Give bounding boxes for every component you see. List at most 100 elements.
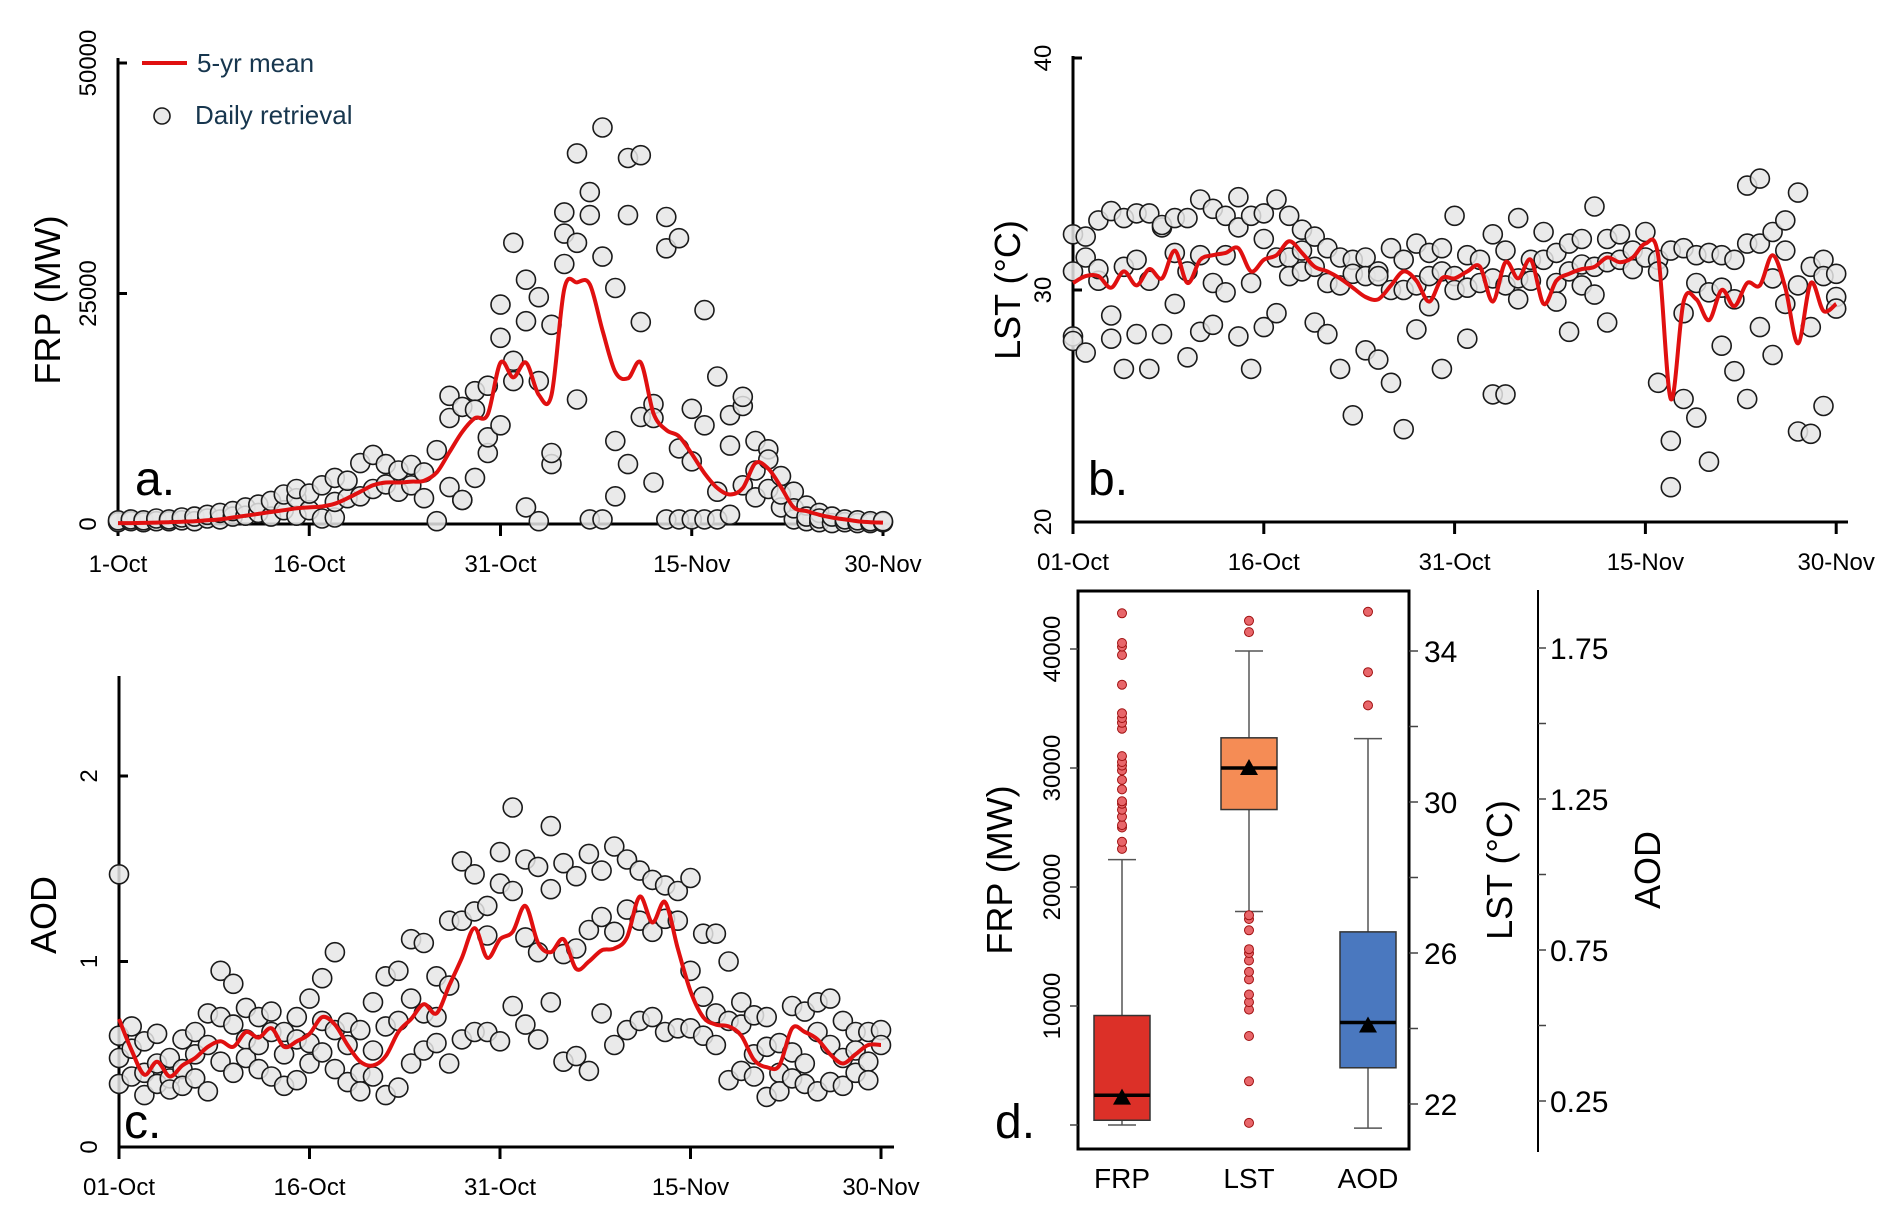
x-tick-label: 31-Oct (464, 551, 536, 578)
daily-retrieval-point (1075, 342, 1096, 363)
daily-retrieval-point (388, 1077, 409, 1098)
daily-retrieval-point (603, 1034, 625, 1056)
daily-retrieval-point (451, 850, 473, 872)
panel-a-mean-line (117, 276, 884, 526)
category-label: LST (1223, 1163, 1274, 1194)
y-tick-label: 30 (1030, 277, 1057, 304)
daily-retrieval-point (197, 1081, 219, 1102)
outlier-point (1117, 638, 1127, 648)
daily-retrieval-point (477, 426, 499, 448)
x-tick-label: 16-Oct (273, 551, 345, 578)
panel-a-points (107, 117, 894, 534)
daily-retrieval-point (413, 487, 435, 509)
frp-tick-label: 40000 (1039, 616, 1066, 683)
panel-b-lst-timeseries: LST (°C) 20 30 40 01-Oct 16-Oct 31-Oct 15-Nov… (987, 45, 1875, 576)
daily-retrieval-point (553, 852, 574, 874)
daily-retrieval-point (553, 253, 575, 275)
aod-tick-label: 1.75 (1550, 633, 1608, 666)
daily-retrieval-point (1228, 326, 1249, 347)
daily-retrieval-point (515, 310, 537, 332)
daily-retrieval-point (1673, 388, 1694, 410)
daily-retrieval-point (1202, 314, 1224, 336)
daily-retrieval-point (1406, 319, 1427, 340)
outlier-point (1117, 679, 1127, 690)
daily-retrieval-point (655, 206, 677, 228)
outlier-point (1244, 944, 1254, 955)
daily-retrieval-point (706, 366, 728, 387)
daily-retrieval-point (1660, 476, 1682, 498)
panel-d-frame (1076, 589, 1411, 1151)
panel-d-lst-axis-title: LST (°C) (1479, 800, 1520, 940)
daily-retrieval-point (1825, 298, 1847, 319)
panel-c-y-ticks: 0 1 2 (76, 676, 128, 1154)
outlier-point (1363, 667, 1373, 678)
daily-retrieval-point (1329, 358, 1351, 380)
daily-retrieval-point (603, 921, 625, 943)
daily-retrieval-point (464, 467, 486, 489)
y-tick-label: 0 (75, 517, 102, 530)
daily-retrieval-point (311, 967, 333, 989)
daily-retrieval-point (1075, 226, 1096, 247)
daily-retrieval-point (566, 143, 588, 164)
daily-retrieval-point (578, 843, 600, 865)
daily-retrieval-point (617, 204, 639, 226)
daily-retrieval-point (337, 470, 358, 492)
daily-retrieval-point (1584, 284, 1605, 305)
panel-b-ylabel: LST (°C) (987, 220, 1028, 360)
daily-retrieval-point (540, 991, 562, 1013)
panel-c-x-ticks: 01-Oct 16-Oct 31-Oct 15-Nov 30-Nov (83, 1145, 920, 1201)
daily-retrieval-point (108, 863, 130, 885)
daily-retrieval-point (579, 181, 601, 203)
panel-d-aod-ticks: 0.25 0.75 1.25 1.75 (1538, 633, 1608, 1119)
daily-retrieval-point (388, 1010, 409, 1032)
daily-retrieval-point (591, 1003, 612, 1024)
daily-retrieval-point (718, 951, 739, 972)
daily-retrieval-point (502, 370, 524, 392)
daily-retrieval-point (324, 941, 346, 963)
daily-retrieval-point (604, 485, 626, 507)
daily-retrieval-point (1444, 205, 1465, 227)
daily-retrieval-point (527, 1029, 549, 1050)
daily-retrieval-point (1711, 335, 1732, 357)
daily-retrieval-point (1266, 189, 1287, 210)
daily-retrieval-point (362, 1040, 384, 1061)
daily-retrieval-point (1533, 221, 1554, 243)
category-label: AOD (1338, 1163, 1399, 1194)
daily-retrieval-point (1749, 316, 1771, 338)
daily-retrieval-point (1775, 293, 1796, 315)
daily-retrieval-point (1151, 323, 1173, 345)
daily-retrieval-point (286, 1006, 308, 1028)
outlier-point (1244, 1031, 1254, 1041)
daily-retrieval-point (756, 1006, 778, 1028)
daily-retrieval-point (1342, 404, 1364, 426)
outlier-point (1244, 966, 1254, 977)
y-tick-label: 1 (76, 955, 103, 968)
x-tick-label: 16-Oct (273, 1174, 345, 1201)
daily-retrieval-point (1800, 423, 1822, 445)
panel-a-y-ticks: 0 25000 50000 (75, 30, 127, 531)
daily-retrieval-point (527, 856, 549, 878)
y-tick-label: 0 (76, 1140, 103, 1153)
daily-retrieval-point (1215, 281, 1236, 303)
x-tick-label: 16-Oct (1228, 549, 1300, 576)
daily-retrieval-point (1266, 302, 1287, 324)
daily-retrieval-point (1762, 344, 1783, 366)
daily-retrieval-point (1813, 395, 1834, 417)
daily-retrieval-point (694, 414, 715, 436)
daily-retrieval-point (1100, 328, 1122, 350)
daily-retrieval-point (223, 1062, 244, 1084)
daily-retrieval-point (528, 286, 550, 308)
daily-retrieval-point (1100, 305, 1122, 326)
daily-retrieval-point (502, 995, 524, 1017)
daily-retrieval-point (1762, 221, 1783, 243)
daily-retrieval-point (248, 1034, 270, 1056)
daily-retrieval-point (1724, 249, 1745, 271)
daily-retrieval-point (349, 1081, 371, 1102)
panel-d-boxplot: FRP (MW) LST (°C) AOD 10000 20000 30000 400… (979, 589, 1668, 1194)
legend-mean-label: 5-yr mean (197, 48, 314, 78)
daily-retrieval-point (1240, 358, 1262, 380)
panel-b-x-ticks: 01-Oct 16-Oct 31-Oct 15-Nov 30-Nov (1037, 520, 1875, 576)
daily-retrieval-point (592, 246, 613, 267)
daily-retrieval-point (502, 880, 524, 902)
daily-retrieval-point (694, 299, 715, 321)
